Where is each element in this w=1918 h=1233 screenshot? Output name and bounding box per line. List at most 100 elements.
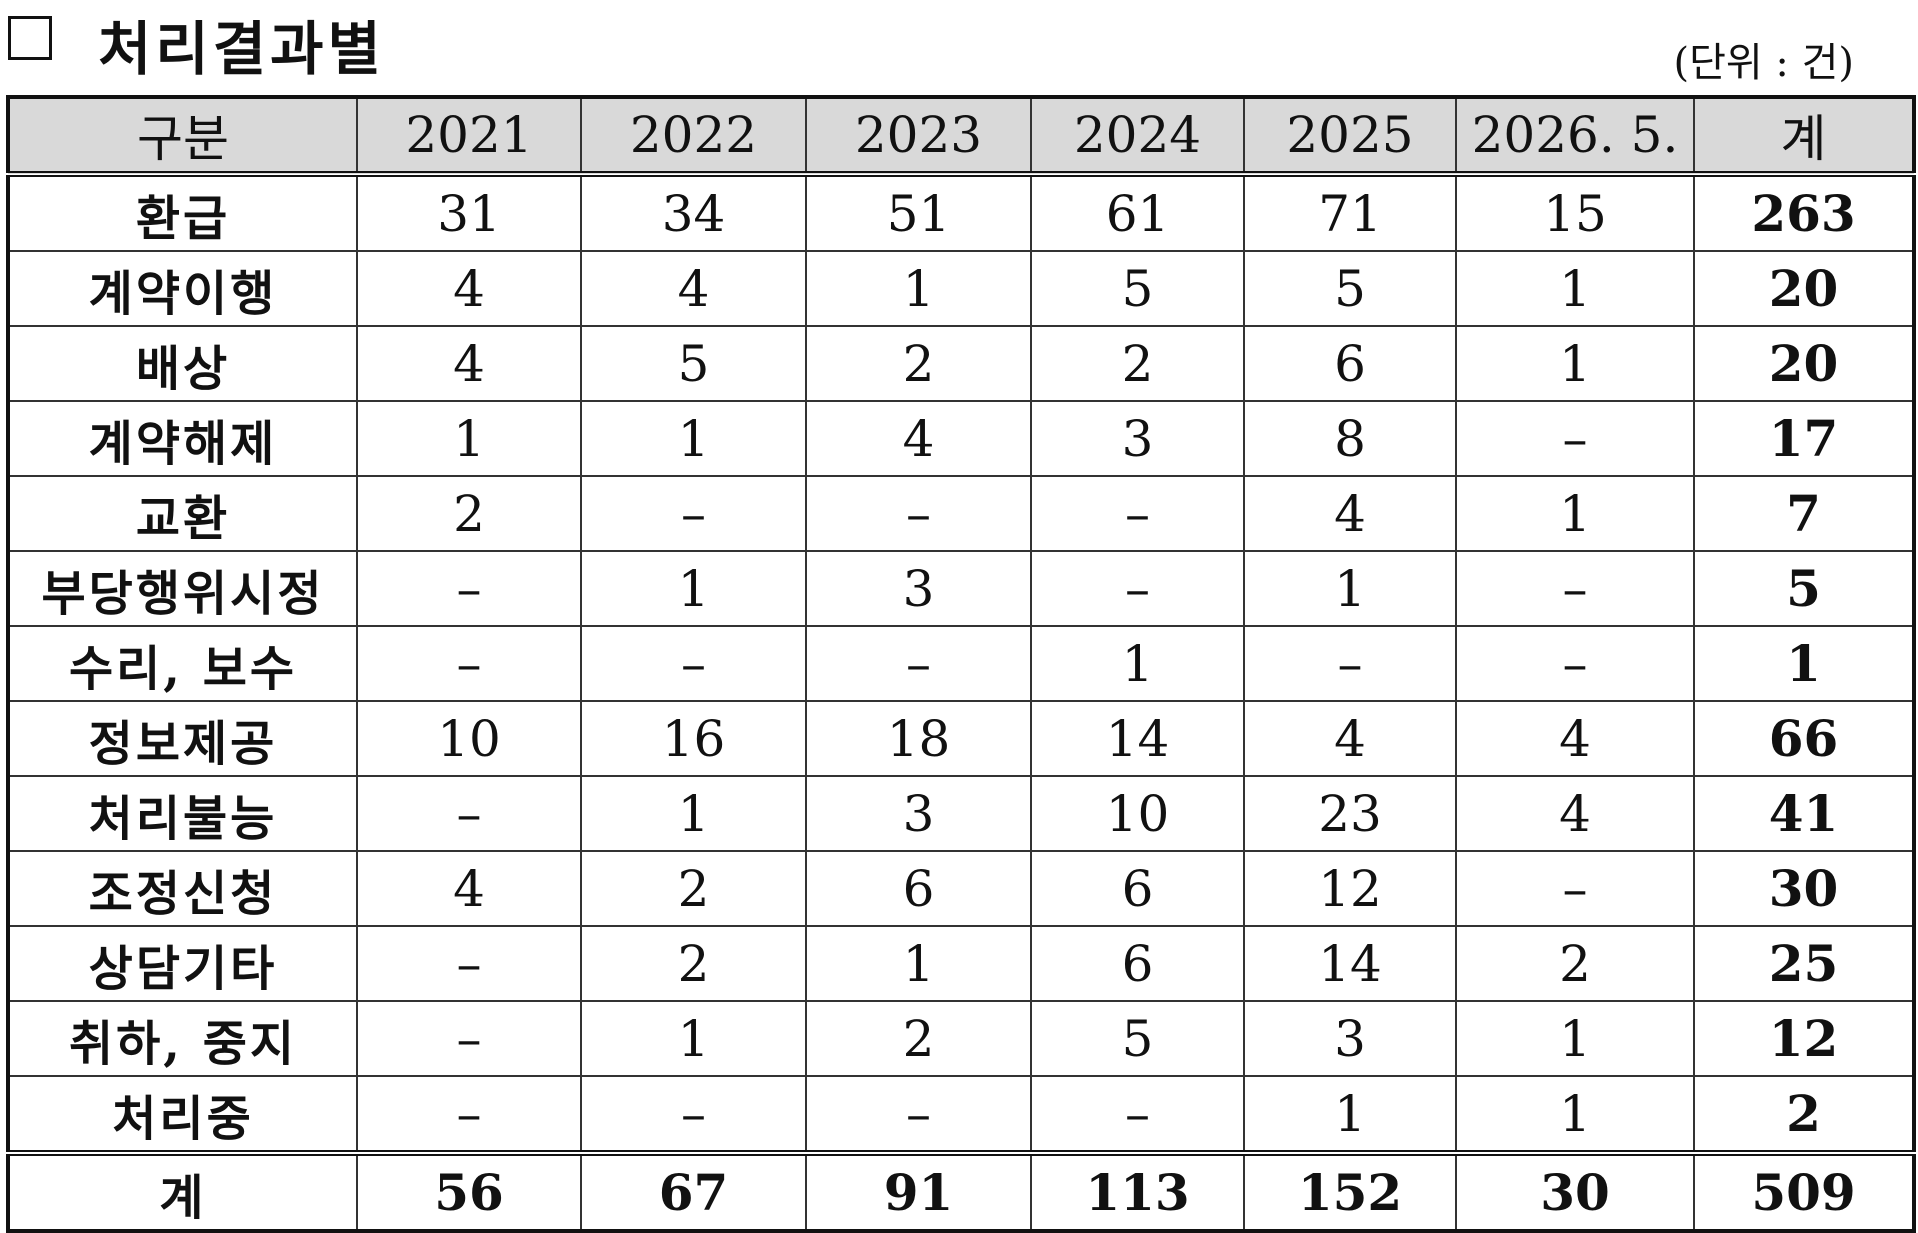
table-row: 조정신청 4 2 6 6 12–30 bbox=[7, 850, 1915, 927]
column-header: 2026. 5. bbox=[1455, 96, 1695, 177]
table-row: 처리중 – – – –1 1 2 bbox=[7, 1075, 1915, 1154]
cell: 1 bbox=[580, 775, 807, 852]
cell: – bbox=[580, 475, 807, 552]
cell: 10 bbox=[1030, 775, 1245, 852]
row-label: 처리중 bbox=[7, 1075, 358, 1154]
cell: 4 bbox=[805, 400, 1032, 477]
table-row: 처리불능 –1 3 10 23 4 41 bbox=[7, 775, 1915, 852]
total-cell: 509 bbox=[1693, 1150, 1915, 1232]
cell: 1 bbox=[1693, 625, 1915, 702]
cell: 16 bbox=[580, 700, 807, 777]
cell: – bbox=[1243, 625, 1457, 702]
row-label: 처리불능 bbox=[7, 775, 358, 852]
total-cell: 56 bbox=[356, 1150, 582, 1232]
row-label: 정보제공 bbox=[7, 700, 358, 777]
result-table: 구분 2021 2022 2023 2024 2025 2026. 5. 계 환급 31 34 51… bbox=[6, 95, 1916, 1233]
cell: 4 bbox=[356, 850, 582, 927]
total-cell: 152 bbox=[1243, 1150, 1457, 1232]
cell: 3 bbox=[1030, 400, 1245, 477]
cell: 6 bbox=[805, 850, 1032, 927]
cell: 6 bbox=[1030, 925, 1245, 1002]
cell: 1 bbox=[1455, 1000, 1695, 1077]
cell: 2 bbox=[580, 850, 807, 927]
cell: 2 bbox=[805, 325, 1032, 402]
row-label: 계 bbox=[7, 1150, 358, 1232]
cell: 2 bbox=[805, 1000, 1032, 1077]
cell: 6 bbox=[1243, 325, 1457, 402]
total-cell: 91 bbox=[805, 1150, 1032, 1232]
cell: 1 bbox=[580, 400, 807, 477]
cell: 2 bbox=[580, 925, 807, 1002]
cell: – bbox=[1030, 475, 1245, 552]
cell: – bbox=[1455, 850, 1695, 927]
cell: 23 bbox=[1243, 775, 1457, 852]
cell: 71 bbox=[1243, 173, 1457, 252]
cell: 2 bbox=[1455, 925, 1695, 1002]
cell: 7 bbox=[1693, 475, 1915, 552]
cell: 34 bbox=[580, 173, 807, 252]
table-row: 정보제공 10 16 18 14 4 4 66 bbox=[7, 700, 1915, 777]
cell: 1 bbox=[356, 400, 582, 477]
cell: – bbox=[805, 475, 1032, 552]
cell: 5 bbox=[1693, 550, 1915, 627]
title-bullet bbox=[8, 16, 52, 60]
cell: – bbox=[580, 1075, 807, 1154]
cell: 61 bbox=[1030, 173, 1245, 252]
cell: 1 bbox=[1455, 475, 1695, 552]
cell: – bbox=[1455, 550, 1695, 627]
cell: 66 bbox=[1693, 700, 1915, 777]
cell: 15 bbox=[1455, 173, 1695, 252]
table-row: 취하, 중지 –1 2 5 3 1 12 bbox=[7, 1000, 1915, 1077]
cell: 1 bbox=[1455, 325, 1695, 402]
table-row: 상담기타 –2 1 6 14 2 25 bbox=[7, 925, 1915, 1002]
cell: 14 bbox=[1243, 925, 1457, 1002]
column-header: 계 bbox=[1693, 96, 1915, 177]
row-label: 상담기타 bbox=[7, 925, 358, 1002]
row-label: 계약해제 bbox=[7, 400, 358, 477]
cell: 3 bbox=[805, 775, 1032, 852]
cell: 1 bbox=[1030, 625, 1245, 702]
cell: 8 bbox=[1243, 400, 1457, 477]
cell: 3 bbox=[1243, 1000, 1457, 1077]
cell: 4 bbox=[1243, 475, 1457, 552]
cell: 20 bbox=[1693, 250, 1915, 327]
cell: 1 bbox=[805, 250, 1032, 327]
cell: 1 bbox=[580, 1000, 807, 1077]
cell: – bbox=[1455, 625, 1695, 702]
unit-note: (단위 : 건) bbox=[1673, 40, 1854, 86]
column-header: 구분 bbox=[7, 96, 358, 177]
total-row: 계 56 67 91 113 152 30 509 bbox=[7, 1150, 1915, 1232]
cell: – bbox=[1030, 1075, 1245, 1154]
cell: 4 bbox=[580, 250, 807, 327]
cell: – bbox=[580, 625, 807, 702]
cell: 41 bbox=[1693, 775, 1915, 852]
row-label: 조정신청 bbox=[7, 850, 358, 927]
table-row: 교환 2– – –4 1 7 bbox=[7, 475, 1915, 552]
cell: 5 bbox=[1030, 250, 1245, 327]
cell: 3 bbox=[805, 550, 1032, 627]
cell: 10 bbox=[356, 700, 582, 777]
cell: – bbox=[356, 925, 582, 1002]
column-header: 2023 bbox=[805, 96, 1032, 177]
table-row: 배상 4 5 2 2 6 1 20 bbox=[7, 325, 1915, 402]
row-label: 취하, 중지 bbox=[7, 1000, 358, 1077]
cell: 1 bbox=[1455, 250, 1695, 327]
cell: – bbox=[356, 775, 582, 852]
table-row: 수리, 보수 – – –1– –1 bbox=[7, 625, 1915, 702]
cell: 5 bbox=[1030, 1000, 1245, 1077]
cell: 12 bbox=[1693, 1000, 1915, 1077]
cell: 6 bbox=[1030, 850, 1245, 927]
cell: – bbox=[356, 550, 582, 627]
cell: 4 bbox=[1243, 700, 1457, 777]
row-label: 환급 bbox=[7, 173, 358, 252]
cell: 1 bbox=[1243, 550, 1457, 627]
row-label: 수리, 보수 bbox=[7, 625, 358, 702]
column-header: 2022 bbox=[580, 96, 807, 177]
cell: – bbox=[356, 1075, 582, 1154]
table-row: 계약해제 1 1 4 3 8–17 bbox=[7, 400, 1915, 477]
header-row: 구분 2021 2022 2023 2024 2025 2026. 5. 계 bbox=[7, 96, 1915, 177]
total-cell: 30 bbox=[1455, 1150, 1695, 1232]
row-label: 계약이행 bbox=[7, 250, 358, 327]
